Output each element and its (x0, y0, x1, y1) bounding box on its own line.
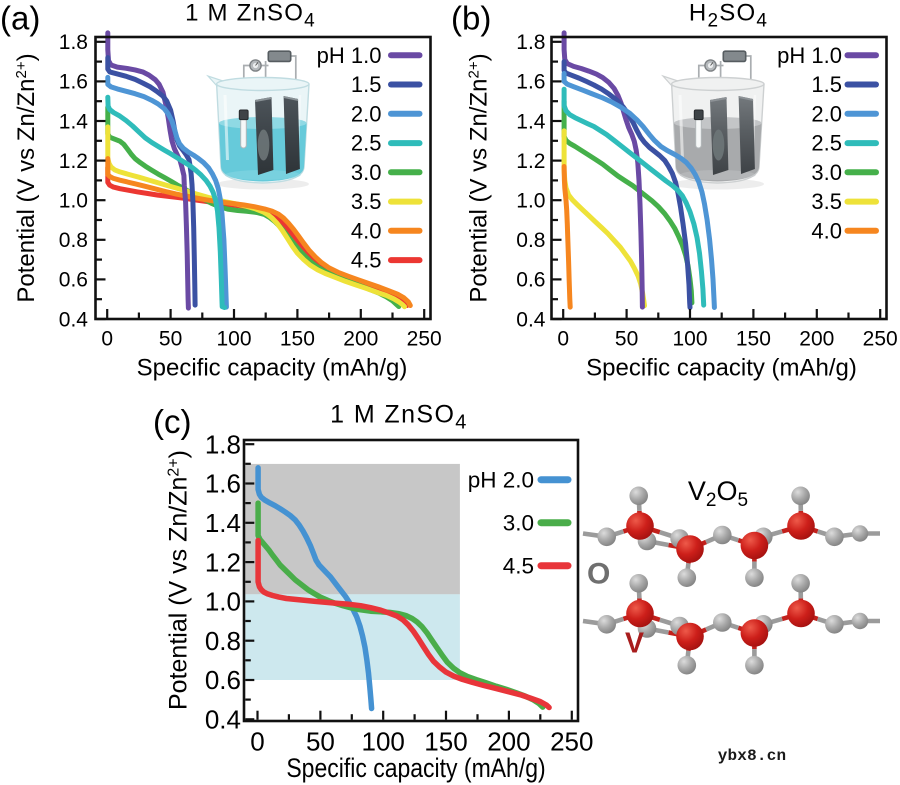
svg-text:1 M ZnSO4: 1 M ZnSO4 (330, 401, 468, 434)
svg-text:3.5: 3.5 (351, 189, 382, 214)
svg-text:0.4: 0.4 (205, 705, 241, 735)
svg-text:1.2: 1.2 (59, 150, 88, 173)
svg-text:250: 250 (550, 727, 593, 757)
svg-text:2.5: 2.5 (811, 131, 842, 156)
svg-text:0.6: 0.6 (205, 665, 241, 695)
svg-text:H2SO4: H2SO4 (689, 0, 768, 32)
svg-text:100: 100 (362, 727, 405, 757)
svg-text:100: 100 (672, 328, 707, 351)
svg-text:100: 100 (216, 328, 251, 351)
svg-text:Potential (V vs Zn/Zn2+): Potential (V vs Zn/Zn2+) (165, 450, 193, 710)
svg-text:4.0: 4.0 (811, 218, 842, 243)
svg-text:4.5: 4.5 (351, 248, 382, 273)
svg-text:1.4: 1.4 (205, 508, 241, 538)
svg-text:200: 200 (343, 328, 378, 351)
svg-text:1.6: 1.6 (205, 469, 241, 499)
svg-text:0.4: 0.4 (59, 308, 89, 331)
svg-text:Specific capacity (mAh/g): Specific capacity (mAh/g) (586, 355, 857, 382)
svg-text:1.0: 1.0 (59, 190, 88, 213)
svg-text:Potential (V vs Zn/Zn2+): Potential (V vs Zn/Zn2+) (13, 53, 40, 302)
svg-text:150: 150 (280, 328, 315, 351)
svg-text:0.8: 0.8 (59, 229, 88, 252)
svg-text:0: 0 (557, 328, 569, 351)
svg-text:1 M ZnSO4: 1 M ZnSO4 (185, 0, 316, 32)
svg-text:pH 1.0: pH 1.0 (777, 43, 842, 68)
svg-text:1.4: 1.4 (516, 110, 546, 133)
svg-text:1.6: 1.6 (59, 71, 88, 94)
svg-text:Potential (V vs Zn/Zn2+): Potential (V vs Zn/Zn2+) (466, 53, 493, 302)
svg-text:0.8: 0.8 (516, 229, 545, 252)
svg-text:150: 150 (424, 727, 467, 757)
svg-text:1.5: 1.5 (351, 72, 382, 97)
svg-text:4.5: 4.5 (503, 554, 534, 579)
svg-text:0.6: 0.6 (516, 269, 545, 292)
svg-text:pH 1.0: pH 1.0 (317, 43, 382, 68)
svg-text:0.6: 0.6 (59, 269, 88, 292)
svg-text:(c): (c) (153, 403, 191, 440)
svg-text:0: 0 (101, 328, 113, 351)
svg-text:(b): (b) (451, 0, 491, 37)
svg-text:200: 200 (487, 727, 530, 757)
svg-text:2.0: 2.0 (351, 101, 382, 126)
svg-text:1.0: 1.0 (205, 587, 241, 617)
svg-text:250: 250 (863, 328, 898, 351)
svg-text:50: 50 (306, 727, 335, 757)
svg-text:V: V (625, 628, 644, 660)
svg-text:(a): (a) (0, 0, 40, 37)
svg-text:50: 50 (159, 328, 182, 351)
svg-text:Specific capacity (mAh/g): Specific capacity (mAh/g) (286, 753, 545, 783)
svg-text:ybx8.cn: ybx8.cn (718, 747, 787, 765)
svg-text:1.6: 1.6 (516, 71, 545, 94)
svg-text:0.4: 0.4 (516, 308, 546, 331)
svg-text:3.5: 3.5 (811, 189, 842, 214)
svg-text:200: 200 (799, 328, 834, 351)
svg-text:1.8: 1.8 (516, 31, 545, 54)
svg-text:1.2: 1.2 (516, 150, 545, 173)
svg-text:0.8: 0.8 (205, 626, 241, 656)
svg-text:1.0: 1.0 (516, 190, 545, 213)
svg-text:O: O (587, 558, 610, 591)
svg-text:3.0: 3.0 (503, 511, 534, 536)
svg-text:1.2: 1.2 (205, 547, 241, 577)
svg-text:150: 150 (736, 328, 771, 351)
svg-text:250: 250 (407, 328, 442, 351)
svg-text:4.0: 4.0 (351, 218, 382, 243)
svg-text:1.4: 1.4 (59, 110, 89, 133)
svg-text:50: 50 (615, 328, 638, 351)
svg-text:pH 2.0: pH 2.0 (468, 468, 534, 493)
svg-text:1.8: 1.8 (205, 429, 241, 459)
svg-text:3.0: 3.0 (351, 160, 382, 185)
svg-text:2.5: 2.5 (351, 131, 382, 156)
svg-text:1.5: 1.5 (811, 72, 842, 97)
svg-text:1.8: 1.8 (59, 31, 88, 54)
svg-text:0: 0 (250, 727, 264, 757)
svg-text:2.0: 2.0 (811, 101, 842, 126)
svg-text:3.0: 3.0 (811, 160, 842, 185)
svg-text:Specific capacity (mAh/g): Specific capacity (mAh/g) (137, 355, 408, 382)
